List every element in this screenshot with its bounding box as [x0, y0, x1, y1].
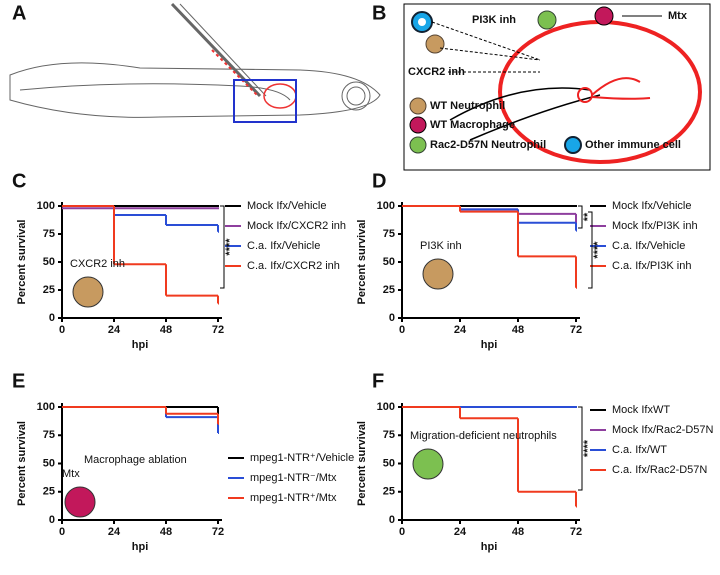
y-tick-label: 0 [49, 514, 55, 526]
x-tick-label: 48 [160, 526, 172, 538]
y-axis-label: Percent survival [356, 421, 368, 506]
x-axis-label: hpi [132, 541, 149, 553]
y-tick-label: 25 [383, 486, 395, 498]
x-tick-label: 48 [512, 526, 524, 538]
x-axis-label: hpi [481, 339, 498, 351]
x-tick-label: 48 [160, 324, 172, 336]
legend-label: Other immune cell [585, 139, 681, 151]
x-tick-label: 72 [570, 526, 582, 538]
y-tick-label: 100 [377, 200, 395, 212]
legend-label: mpeg1-NTR⁻/Mtx [250, 472, 337, 484]
annotation: Mtx [62, 468, 80, 480]
annotation: PI3K inh [420, 240, 462, 252]
y-tick-label: 75 [383, 429, 395, 441]
legend-label: Mock IfxWT [612, 404, 670, 416]
legend-label: Rac2-D57N Neutrophil [430, 139, 546, 151]
panel-label: D [372, 170, 386, 192]
y-axis-label: Percent survival [16, 421, 28, 506]
x-tick-label: 24 [454, 526, 467, 538]
legend-label: C.a. Ifx/PI3K inh [612, 260, 691, 272]
y-tick-label: 50 [43, 256, 55, 268]
legend-label: C.a. Ifx/Vehicle [612, 240, 685, 252]
panel-label: A [12, 2, 26, 24]
y-tick-label: 50 [383, 457, 395, 469]
x-tick-label: 72 [570, 324, 582, 336]
larva-sketch [9, 2, 381, 123]
y-tick-label: 25 [43, 284, 55, 296]
x-tick-label: 24 [108, 324, 121, 336]
legend-label: Mock Ifx/Rac2-D57N [612, 424, 714, 436]
legend-label: mpeg1-NTR⁺/Mtx [250, 492, 337, 504]
legend-label: C.a. Ifx/Rac2-D57N [612, 464, 707, 476]
x-tick-label: 24 [108, 526, 121, 538]
schematic [403, 3, 711, 171]
x-axis-label: hpi [132, 339, 149, 351]
diagram-label: Mtx [668, 10, 688, 22]
x-tick-label: 24 [454, 324, 467, 336]
y-tick-label: 75 [383, 228, 395, 240]
y-tick-label: 25 [383, 284, 395, 296]
legend-label: Mock Ifx/Vehicle [612, 200, 691, 212]
y-tick-label: 75 [43, 429, 55, 441]
cell-icon [72, 276, 104, 308]
y-tick-label: 50 [43, 457, 55, 469]
y-tick-label: 75 [43, 228, 55, 240]
significance-bracket [220, 205, 225, 289]
annotation: Macrophage ablation [84, 454, 187, 466]
y-tick-label: 50 [383, 256, 395, 268]
legend-label: C.a. Ifx/WT [612, 444, 667, 456]
diagram-label: PI3K inh [472, 14, 516, 26]
x-tick-label: 0 [59, 324, 65, 336]
significance-bracket [578, 406, 583, 491]
cell-icon [422, 258, 454, 290]
significance-bracket [578, 205, 583, 229]
annotation: Migration-deficient neutrophils [410, 430, 557, 442]
significance-label: **** [224, 238, 236, 256]
cell-icon [64, 486, 96, 518]
x-tick-label: 0 [399, 526, 405, 538]
x-tick-label: 48 [512, 324, 524, 336]
panel-label: E [12, 370, 25, 392]
panel-label: B [372, 2, 386, 24]
y-tick-label: 0 [49, 312, 55, 324]
y-axis-label: Percent survival [16, 220, 28, 305]
y-tick-label: 25 [43, 486, 55, 498]
y-tick-label: 0 [389, 312, 395, 324]
annotation: CXCR2 inh [70, 258, 125, 270]
legend-label: mpeg1-NTR⁺/Vehicle [250, 452, 354, 464]
x-tick-label: 0 [59, 526, 65, 538]
significance-label: ** [582, 212, 594, 221]
y-tick-label: 100 [37, 200, 55, 212]
x-tick-label: 0 [399, 324, 405, 336]
legend-label: Mock Ifx/PI3K inh [612, 220, 698, 232]
legend-label: C.a. Ifx/CXCR2 inh [247, 260, 340, 272]
y-tick-label: 0 [389, 514, 395, 526]
significance-bracket [588, 211, 593, 289]
legend-label: WT Macrophage [430, 119, 515, 131]
legend-label: Mock Ifx/Vehicle [247, 200, 326, 212]
x-axis-label: hpi [481, 541, 498, 553]
legend-label: WT Neutrophil [430, 100, 505, 112]
significance-label: **** [592, 241, 604, 259]
significance-label: **** [582, 439, 594, 457]
x-tick-label: 72 [212, 324, 224, 336]
diagram-label: CXCR2 inh [408, 66, 465, 78]
y-tick-label: 100 [377, 401, 395, 413]
y-tick-label: 100 [37, 401, 55, 413]
legend-label: C.a. Ifx/Vehicle [247, 240, 320, 252]
legend-label: Mock Ifx/CXCR2 inh [247, 220, 346, 232]
x-tick-label: 72 [212, 526, 224, 538]
panel-label: F [372, 370, 384, 392]
y-axis-label: Percent survival [356, 220, 368, 305]
cell-icon [412, 448, 444, 480]
panel-label: C [12, 170, 26, 192]
